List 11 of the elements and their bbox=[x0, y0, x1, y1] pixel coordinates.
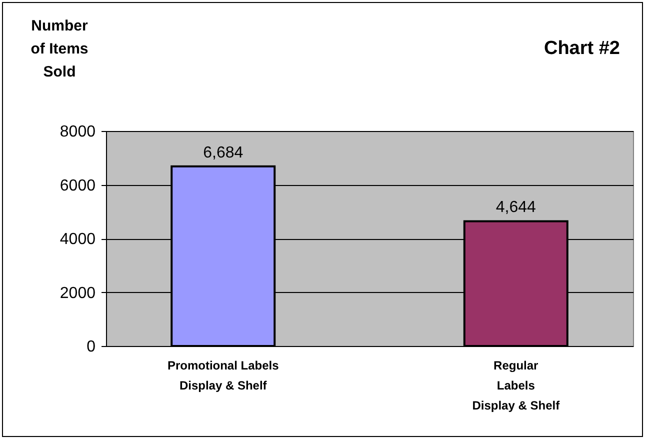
data-label: 4,644 bbox=[496, 199, 536, 216]
data-label: 6,684 bbox=[203, 144, 244, 162]
y-tick-label: 6000 bbox=[60, 177, 96, 194]
y-tick-label: 8000 bbox=[60, 124, 96, 140]
y-tick-label: 2000 bbox=[60, 284, 96, 302]
y-axis-title: Number of Items Sold bbox=[30, 18, 88, 80]
chart-title: Chart #2 bbox=[542, 38, 620, 60]
y-tick-label: 4000 bbox=[60, 231, 96, 248]
x-tick-label: Regular Labels Display & Shelf bbox=[472, 358, 561, 412]
x-tick-label: Promotional Labels Display & Shelf bbox=[167, 358, 280, 392]
y-tick-label: 0 bbox=[86, 338, 96, 356]
